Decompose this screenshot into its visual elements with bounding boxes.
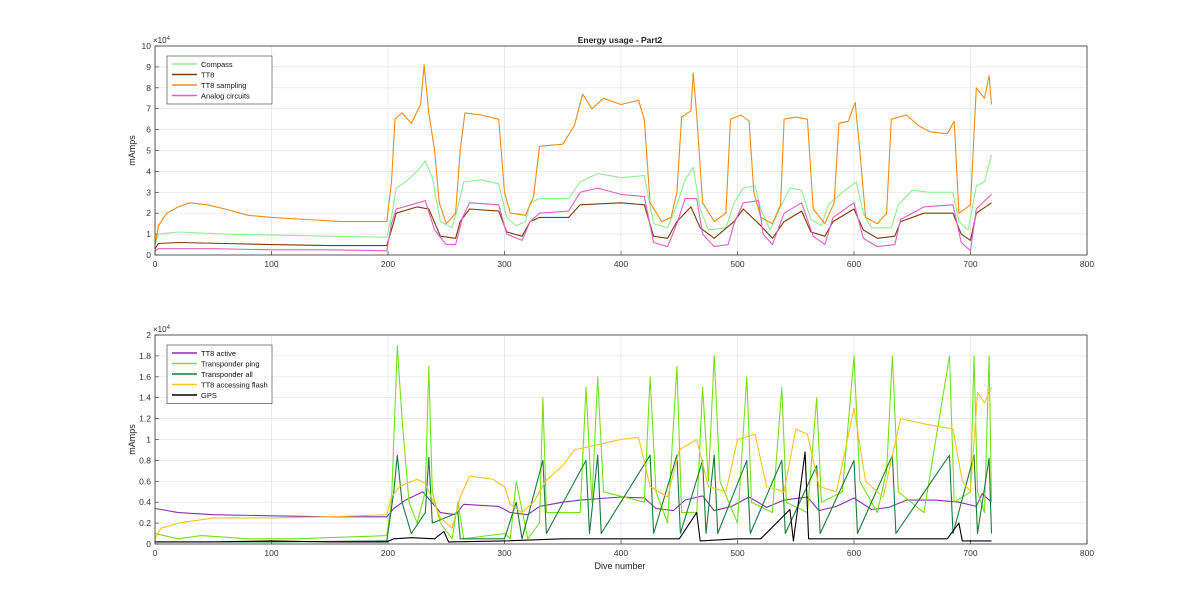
series-group xyxy=(155,344,993,543)
series-line-compass xyxy=(155,154,993,245)
y-tick-label: 10 xyxy=(142,41,152,51)
x-tick-label: 700 xyxy=(963,548,977,558)
x-tick-label: 600 xyxy=(847,259,861,269)
legend-label-transponder-all: Transponder all xyxy=(201,370,253,379)
y-tick-label: 7 xyxy=(146,104,151,114)
y-axis-exponent: ×104 xyxy=(153,36,171,45)
y-tick-label: 1 xyxy=(146,229,151,239)
x-tick-label: 500 xyxy=(730,548,744,558)
series-group xyxy=(155,64,993,252)
y-tick-label: 0.8 xyxy=(139,455,151,465)
x-tick-label: 800 xyxy=(1080,548,1094,558)
y-tick-label: 0.2 xyxy=(139,518,151,528)
y-axis-label: mAmps xyxy=(127,135,137,166)
y-tick-label: 4 xyxy=(146,166,151,176)
legend-label-tt8: TT8 xyxy=(201,71,214,80)
y-tick-label: 1 xyxy=(146,435,151,445)
y-tick-label: 0.6 xyxy=(139,476,151,486)
series-line-tt8 xyxy=(155,202,992,250)
legend-label-transponder-ping: Transponder ping xyxy=(201,360,260,369)
legend-label-analog-circuits: Analog circuits xyxy=(201,92,250,101)
y-tick-label: 1.6 xyxy=(139,372,151,382)
legend-label-gps: GPS xyxy=(201,391,217,400)
y-axis-exponent: ×104 xyxy=(153,325,171,334)
y-tick-label: 1.2 xyxy=(139,414,151,424)
axes-box xyxy=(154,334,1088,545)
series-line-transponder-ping xyxy=(155,344,993,540)
y-tick-label: 5 xyxy=(146,146,151,156)
legend-label-tt8-sampling: TT8 sampling xyxy=(201,81,246,90)
x-tick-label: 100 xyxy=(264,548,278,558)
x-tick-label: 100 xyxy=(264,259,278,269)
y-tick-label: 1.8 xyxy=(139,351,151,361)
y-axis-label: mAmps xyxy=(127,424,137,455)
bottom-chart: 0 100 200 300 400 500 600 700 800 0 0.2 0.4 0.6 0.8 1 1… xyxy=(127,325,1094,558)
y-tick-label: 2 xyxy=(146,208,151,218)
y-tick-label: 8 xyxy=(146,83,151,93)
figure-title: Energy usage - Part2 xyxy=(578,35,663,45)
x-tick-label: 200 xyxy=(381,548,395,558)
x-tick-label: 200 xyxy=(381,259,395,269)
series-line-gps xyxy=(155,451,992,543)
y-tick-label: 2 xyxy=(146,330,151,340)
x-tick-label: 300 xyxy=(497,548,511,558)
y-tick-label: 0.4 xyxy=(139,497,151,507)
legend-label-compass: Compass xyxy=(201,60,233,69)
series-line-transponder-all xyxy=(155,454,993,543)
y-tick-label: 0 xyxy=(146,539,151,549)
top-chart: 0 100 200 300 400 500 600 700 800 0 1 2 3 4 5 6 7 8 9 10×10… xyxy=(127,36,1094,269)
x-tick-label: 500 xyxy=(730,259,744,269)
axes-box xyxy=(154,45,1088,256)
x-tick-label: 300 xyxy=(497,259,511,269)
y-tick-label: 0 xyxy=(146,250,151,260)
legend-label-tt8-active: TT8 active xyxy=(201,349,236,358)
x-tick-label: 400 xyxy=(614,259,628,269)
x-tick-label: 0 xyxy=(153,259,158,269)
series-line-tt8-sampling xyxy=(155,64,993,245)
x-tick-label: 0 xyxy=(153,548,158,558)
y-tick-label: 6 xyxy=(146,125,151,135)
x-tick-label: 800 xyxy=(1080,259,1094,269)
x-tick-label: 400 xyxy=(614,548,628,558)
figure-x-axis-label: Dive number xyxy=(594,561,645,571)
series-line-tt8-accessing-flash xyxy=(155,387,993,540)
legend-label-tt8-accessing-flash: TT8 accessing flash xyxy=(201,381,268,390)
series-line-tt8-active xyxy=(155,491,992,518)
series-line-analog-circuits xyxy=(155,187,992,252)
y-tick-label: 9 xyxy=(146,62,151,72)
x-tick-label: 700 xyxy=(963,259,977,269)
x-tick-label: 600 xyxy=(847,548,861,558)
y-tick-label: 1.4 xyxy=(139,393,151,403)
y-tick-label: 3 xyxy=(146,187,151,197)
